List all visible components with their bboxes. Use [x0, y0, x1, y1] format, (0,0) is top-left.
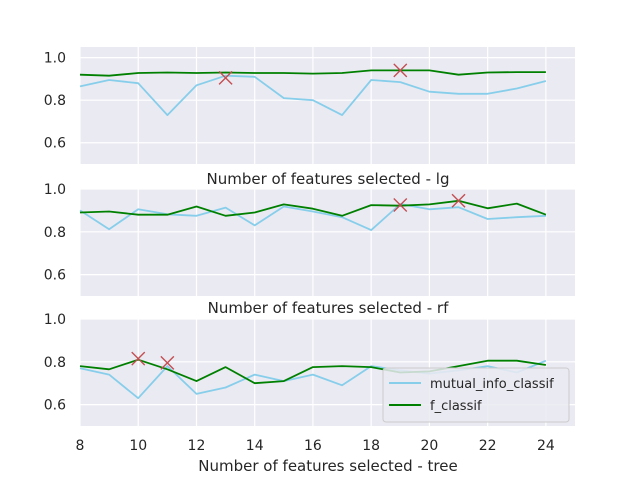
subplot-2: 0.6 0.8 1.0 Number of features selected - l…	[44, 170, 575, 296]
legend-label-mutual-info: mutual_info_classif	[430, 377, 554, 392]
y-tick-label: 1.0	[44, 51, 66, 67]
best-point-marker	[131, 351, 146, 366]
y-tick-label: 0.6	[44, 136, 66, 152]
plot-background	[80, 47, 575, 164]
legend: mutual_info_classif f_classif	[382, 367, 570, 423]
legend-label-f-classif: f_classif	[430, 399, 482, 414]
plot-background	[80, 189, 575, 296]
y-tick-label: 1.0	[44, 312, 66, 328]
subplot-1: 0.6 0.8 1.0	[44, 47, 575, 164]
best-point-marker	[393, 198, 408, 213]
y-tick-label: 0.6	[44, 398, 66, 414]
x-tick-label: 22	[479, 438, 497, 454]
subplot-x-axis-label: Number of features selected - lg	[207, 170, 450, 188]
best-point-marker	[218, 70, 233, 85]
series-line-f-classif	[79, 358, 547, 385]
y-tick-label: 0.8	[44, 93, 66, 109]
x-tick-label: 10	[129, 438, 147, 454]
x-tick-label: 18	[362, 438, 380, 454]
subplot-x-axis-label: Number of features selected - rf	[208, 299, 449, 317]
best-point-marker	[160, 355, 175, 370]
x-tick-label: 20	[420, 438, 438, 454]
series-line-mutual-info-classif	[79, 203, 546, 232]
x-tick-label: 24	[537, 438, 555, 454]
y-tick-label: 0.6	[44, 268, 66, 284]
y-tick-label: 0.8	[44, 355, 66, 371]
best-point-marker	[393, 63, 408, 78]
x-tick-label: 16	[304, 438, 322, 454]
y-tick-label: 1.0	[44, 182, 66, 198]
series-line-f-classif	[79, 69, 546, 77]
shared-x-axis-label: Number of features selected - tree	[198, 457, 457, 475]
x-tick-label: 14	[246, 438, 264, 454]
legend-box	[382, 367, 570, 423]
y-tick-label: 0.8	[44, 225, 66, 241]
series-line-mutual-info-classif	[79, 74, 547, 116]
series-line-f-classif	[79, 199, 547, 217]
x-tick-label: 12	[188, 438, 206, 454]
best-point-marker	[451, 193, 466, 208]
x-tick-label: 8	[76, 438, 85, 454]
